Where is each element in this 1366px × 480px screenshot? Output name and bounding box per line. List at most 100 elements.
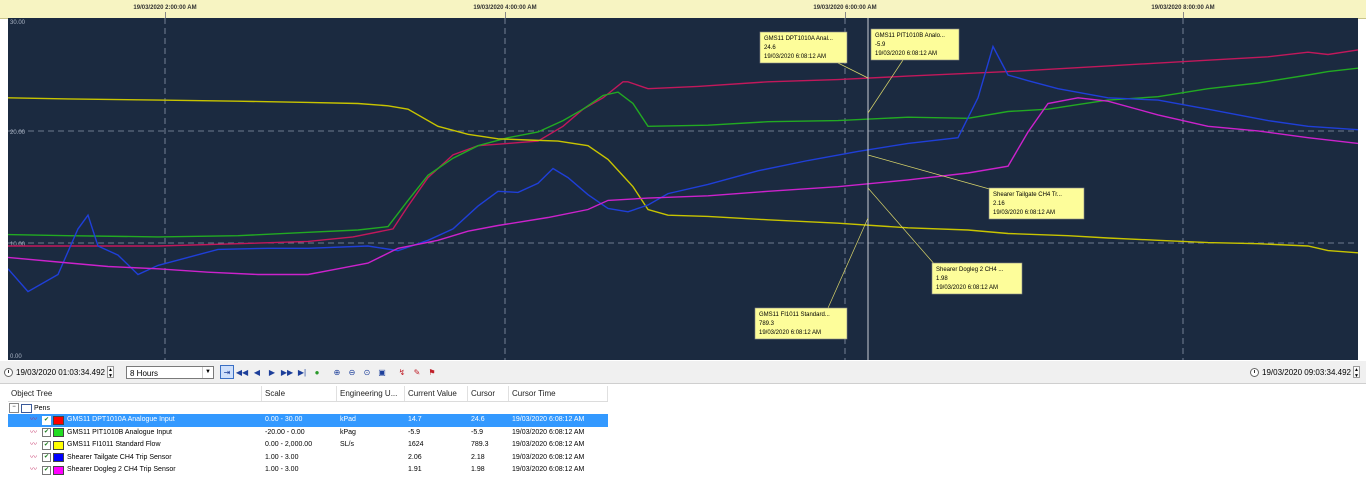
column-header[interactable]: Object Tree	[8, 386, 262, 401]
cursor-tool-icon[interactable]: ✎	[413, 367, 421, 377]
live-mode-button[interactable]: ⇥	[220, 365, 234, 379]
pen-current-value: 1624	[408, 441, 424, 448]
start-time[interactable]: 19/03/2020 01:03:34.492	[16, 367, 105, 377]
pen-cursor-value: -5.9	[471, 428, 484, 436]
pen-visible-checkbox[interactable]: ✔	[42, 440, 51, 450]
skip-end-button[interactable]: ▶|	[297, 367, 307, 377]
export-icon[interactable]: ⚑	[428, 367, 436, 377]
duration-select[interactable]: 8 Hours ▼	[126, 365, 214, 379]
rewind-button[interactable]: ◀◀	[235, 367, 249, 377]
pen-color-swatch[interactable]	[53, 465, 64, 475]
time-axis-bar: 19/03/2020 2:00:00 AM 19/03/2020 4:00:00…	[0, 0, 1366, 19]
table-row[interactable]: 〰 ✔ GMS11 DPT1010A Analogue Input 0.00 - 30…	[8, 414, 608, 427]
pen-cursor-time: 19/03/2020 6:08:12 AM	[512, 466, 585, 473]
cursor-tooltip: GMS11 FI1011 Standard... 789.3 19/03/202…	[754, 307, 848, 340]
pen-scale: 1.00 - 3.00	[265, 453, 299, 461]
pen-cursor-time: 19/03/2020 6:08:12 AM	[512, 441, 585, 448]
step-back-button[interactable]: ◀	[253, 367, 261, 377]
tooltip-value: 2.16	[993, 201, 1005, 207]
pen-color-swatch[interactable]	[53, 453, 64, 463]
pen-name: GMS11 PIT1010B Analogue Input	[67, 428, 172, 436]
tree-root-label: Pens	[34, 404, 50, 412]
tree-root-pens[interactable]: − Pens	[8, 402, 608, 414]
pen-visible-checkbox[interactable]: ✔	[42, 415, 51, 425]
tooltip-time: 19/03/2020 6:08:12 AM	[759, 330, 821, 336]
y-tick-label: 0.00	[10, 354, 22, 360]
start-time-spinner[interactable]: ▲ ▼	[106, 366, 114, 379]
pen-visible-checkbox[interactable]: ✔	[42, 465, 51, 475]
column-header[interactable]: Current Value	[405, 386, 468, 401]
time-tick	[505, 12, 506, 18]
pen-current-value: -5.9	[408, 428, 421, 436]
pen-unit: SL/s	[340, 441, 355, 448]
zoom-reset-icon[interactable]: ⊙	[363, 367, 371, 377]
end-time-spinner[interactable]: ▲ ▼	[1352, 366, 1360, 379]
pen-cursor-value: 2.18	[471, 453, 485, 461]
collapse-icon[interactable]: −	[9, 403, 19, 413]
table-row[interactable]: 〰 ✔ Shearer Tailgate CH4 Trip Sensor 1.00 -…	[8, 452, 608, 465]
pen-cursor-time: 19/03/2020 6:08:12 AM	[512, 416, 585, 423]
pen-color-swatch[interactable]	[53, 428, 64, 438]
pen-cursor-time: 19/03/2020 6:08:12 AM	[512, 428, 585, 436]
end-time-control[interactable]: 19/03/2020 09:03:34.492 ▲ ▼	[1250, 365, 1360, 379]
step-forward-button[interactable]: ▶	[268, 367, 276, 377]
pen-current-value: 1.91	[408, 466, 422, 473]
series-line[interactable]	[8, 44, 1358, 293]
y-tick-label: 10.00	[10, 242, 26, 248]
tooltip-time: 19/03/2020 6:08:12 AM	[764, 54, 826, 60]
pen-cursor-value: 789.3	[471, 441, 489, 448]
pen-cursor-value: 24.6	[471, 416, 485, 423]
go-live-icon[interactable]: ●	[314, 367, 320, 377]
series-line[interactable]	[8, 97, 1358, 276]
column-header[interactable]: Engineering U...	[337, 386, 405, 401]
grid-header: Object Tree Scale Engineering U... Curre…	[8, 386, 608, 402]
chart-gridlines	[8, 18, 1358, 360]
tooltip-value: 24.6	[764, 45, 776, 51]
fast-forward-button[interactable]: ▶▶	[280, 367, 294, 377]
tooltip-title: GMS11 DPT1010A Anal...	[764, 36, 833, 42]
time-label-4am: 19/03/2020 4:00:00 AM	[473, 5, 537, 11]
pen-visible-checkbox[interactable]: ✔	[42, 453, 51, 463]
table-row[interactable]: 〰 ✔ GMS11 FI1011 Standard Flow 0.00 - 2,000…	[8, 439, 608, 452]
clock-icon[interactable]	[1250, 367, 1259, 377]
pen-cursor-time: 19/03/2020 6:08:12 AM	[512, 453, 585, 461]
time-tick	[845, 12, 846, 18]
pen-color-swatch[interactable]	[53, 440, 64, 450]
zoom-in-icon[interactable]: ⊕	[333, 367, 341, 377]
trend-chart[interactable]: 30.00 20.00 10.00 0.00 GMS11 DPT1010A An…	[8, 18, 1358, 360]
clock-icon[interactable]	[4, 367, 13, 377]
table-row[interactable]: 〰 ✔ Shearer Dogleg 2 CH4 Trip Sensor 1.00 -…	[8, 464, 608, 477]
tooltip-time: 19/03/2020 6:08:12 AM	[936, 285, 998, 291]
pen-cursor-value: 1.98	[471, 466, 485, 473]
tooltip-title: GMS11 FI1011 Standard...	[759, 312, 830, 318]
time-label-8am: 19/03/2020 8:00:00 AM	[1151, 5, 1215, 11]
end-time[interactable]: 19/03/2020 09:03:34.492	[1262, 367, 1351, 377]
start-time-control[interactable]: 19/03/2020 01:03:34.492 ▲ ▼	[4, 365, 114, 379]
cursor-tooltip: Shearer Dogleg 2 CH4 ... 1.98 19/03/2020…	[931, 262, 1023, 295]
y-tick-label: 30.00	[10, 20, 26, 26]
tooltip-time: 19/03/2020 6:08:12 AM	[875, 51, 937, 57]
pen-current-value: 14.7	[408, 416, 422, 423]
pen-visible-checkbox[interactable]: ✔	[42, 428, 51, 438]
column-header[interactable]: Cursor Time	[509, 386, 608, 401]
time-tick	[165, 12, 166, 18]
pen-name: Shearer Tailgate CH4 Trip Sensor	[67, 453, 172, 461]
trend-chart-icon[interactable]: ↯	[398, 367, 406, 377]
pen-name: Shearer Dogleg 2 CH4 Trip Sensor	[67, 466, 176, 473]
column-header[interactable]: Cursor	[468, 386, 509, 401]
pen-color-swatch[interactable]	[53, 415, 64, 425]
tooltip-title: Shearer Tailgate CH4 Tr...	[993, 192, 1062, 198]
tooltip-leader-lines	[827, 59, 994, 309]
trend-line-icon: 〰	[30, 428, 37, 436]
chevron-down-icon[interactable]: ▼	[202, 366, 213, 378]
zoom-out-icon[interactable]: ⊖	[348, 367, 356, 377]
zoom-box-icon[interactable]: ▣	[378, 367, 386, 377]
pens-grid: Object Tree Scale Engineering U... Curre…	[8, 386, 608, 477]
pen-scale: 1.00 - 3.00	[265, 466, 299, 473]
pen-scale: -20.00 - 0.00	[265, 428, 305, 436]
tooltip-title: GMS11 PIT1010B Analo...	[875, 33, 945, 39]
column-header[interactable]: Scale	[262, 386, 337, 401]
trend-line-icon: 〰	[30, 466, 37, 473]
table-row[interactable]: 〰 ✔ GMS11 PIT1010B Analogue Input -20.00 - …	[8, 427, 608, 440]
series-line[interactable]	[8, 49, 1358, 247]
